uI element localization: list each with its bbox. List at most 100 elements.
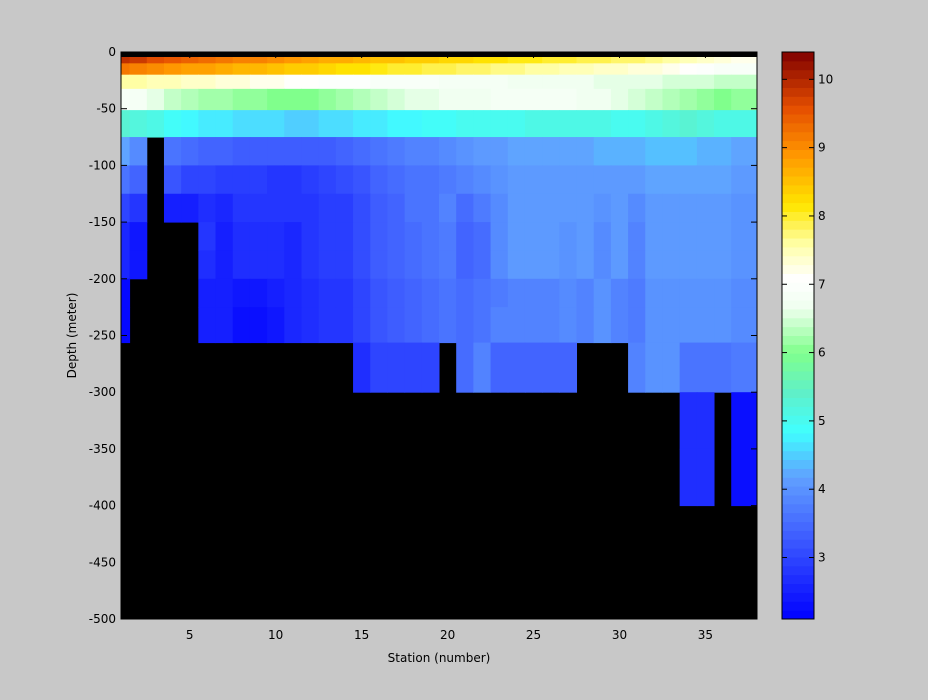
heatmap-cell [593,137,612,166]
heatmap-cell [146,88,165,111]
heatmap-cell [559,307,578,344]
heatmap-cell [593,250,612,280]
heatmap-cell [559,137,578,166]
heatmap-cell [129,193,148,223]
heatmap-cell [593,307,612,344]
heatmap-cell [267,307,285,344]
heatmap-cell [679,110,698,138]
heatmap-cell [198,88,217,111]
heatmap-cell [731,278,758,308]
heatmap-cell [301,307,320,344]
heatmap-cell [404,52,423,64]
colorbar-segment [782,273,814,283]
heatmap-cell [679,307,698,344]
heatmap-cell [215,222,234,251]
heatmap-cell [267,63,285,76]
heatmap-cell [232,88,251,111]
heatmap-cell [628,307,646,344]
heatmap-cell [524,110,543,138]
heatmap-cell [181,110,199,138]
heatmap-cell [662,307,681,344]
x-tick-label: 15 [354,628,369,642]
heatmap-cell [696,342,715,393]
heatmap-cell [610,193,629,223]
heatmap-cell [284,137,302,166]
heatmap-cell [679,278,698,308]
heatmap-cell [490,63,509,76]
heatmap-cell [559,278,578,308]
colorbar-segment [782,193,814,204]
y-tick-label: -100 [89,158,116,172]
heatmap-cell [335,88,354,111]
heatmap-cell [714,63,732,76]
heatmap-cell [576,165,595,195]
heatmap-cell [318,52,337,64]
heatmap-cell [524,193,543,223]
colorbar-segment [782,494,814,505]
heatmap-cell [559,110,578,138]
heatmap-cell [387,74,406,90]
heatmap-cell [662,74,681,90]
heatmap-cell [662,52,681,64]
heatmap-cell [456,342,474,393]
heatmap-cell [731,222,758,251]
y-tick-label: -150 [89,215,116,229]
heatmap-cell [645,307,663,344]
heatmap-cell [473,165,492,195]
heatmap-cell [679,342,698,393]
heatmap-cell [696,307,715,344]
heatmap-cell [335,278,354,308]
heatmap-cell [610,110,629,138]
heatmap-cell [610,222,629,251]
heatmap-cell [198,278,217,308]
heatmap-cell [714,74,732,90]
colorbar [781,51,815,620]
heatmap-cell [576,88,595,111]
colorbar-segment [782,601,814,611]
colorbar-segment [782,317,814,328]
heatmap-cell [490,278,509,308]
heatmap-cell [542,74,560,90]
heatmap-cell [249,137,268,166]
heatmap-cell [267,110,285,138]
heatmap-cell [404,110,423,138]
x-tick-label: 5 [186,628,194,642]
heatmap-cell [456,74,474,90]
heatmap-cell [645,278,663,308]
surface-band [121,52,757,57]
heatmap-cell [215,110,234,138]
heatmap-cell [473,342,492,393]
heatmap-cell [507,307,526,344]
heatmap-cell [714,88,732,111]
heatmap-cell [696,63,715,76]
colorbar-segment [782,432,814,443]
x-tick-label: 30 [612,628,627,642]
heatmap-cell [524,307,543,344]
heatmap-cell [473,250,492,280]
heatmap-cell [439,74,457,90]
heatmap-cell [507,222,526,251]
heatmap-cell [679,74,698,90]
heatmap-cell [714,52,732,64]
heatmap-cell [473,110,492,138]
heatmap-cell [215,52,234,64]
heatmap-cell [507,165,526,195]
heatmap-cell [284,165,302,195]
heatmap-cell [146,52,165,64]
heatmap-cell [439,193,457,223]
heatmap-cell [215,88,234,111]
heatmap-cell [318,63,337,76]
heatmap-cell [593,278,612,308]
heatmap-cell [318,222,337,251]
colorbar-segment [782,246,814,257]
heatmap-cell [610,74,629,90]
heatmap-cell [146,74,165,90]
heatmap-cell [559,63,578,76]
heatmap-cell [439,250,457,280]
heatmap-cell [473,137,492,166]
heatmap-cell [524,222,543,251]
heatmap-cell [593,63,612,76]
colorbar-segment [782,308,814,319]
heatmap-cell [181,193,199,223]
colorbar-segment [782,512,814,523]
